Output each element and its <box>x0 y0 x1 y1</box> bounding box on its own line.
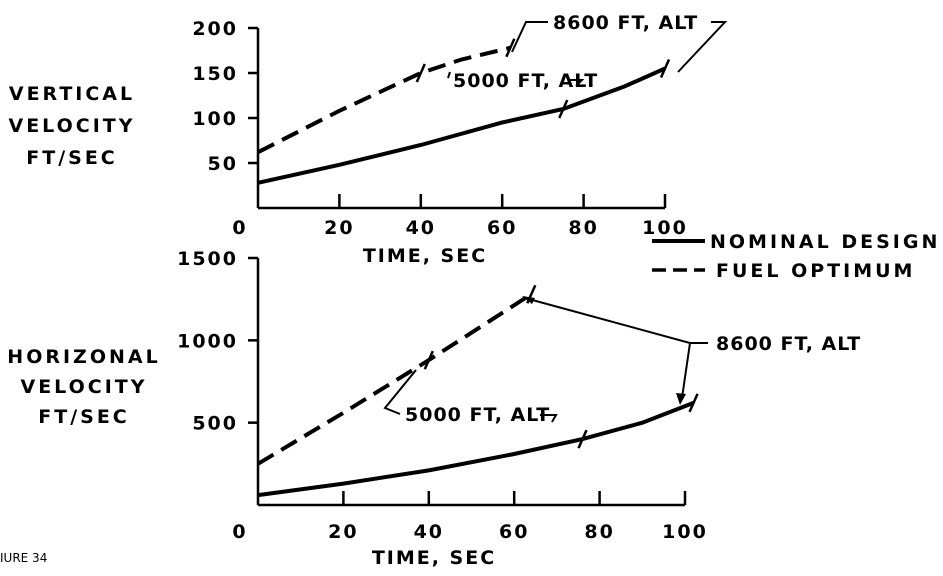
y-axis-label-line-2: VELOCITY <box>21 376 148 398</box>
x-tick-label: 40 <box>406 217 436 239</box>
y-tick-label: 500 <box>192 413 238 435</box>
annotation-8600-leader-a <box>511 21 548 53</box>
altitude-marker <box>558 99 569 119</box>
altitude-marker <box>505 38 516 58</box>
x-tick-label: 20 <box>324 217 354 239</box>
x-tick-label: 0 <box>232 521 247 543</box>
altitude-marker <box>526 284 537 304</box>
annotation-5000-leader-a <box>383 369 417 415</box>
series-line-nominal-design <box>257 401 695 498</box>
annotation-8600-ft-alt: 8600 FT, ALT <box>716 333 861 355</box>
legend-label-fuel: FUEL OPTIMUM <box>716 260 915 282</box>
annotation-5000-leader-a <box>447 71 451 79</box>
arrowhead-lower <box>676 393 686 405</box>
annotation-5000-ft-alt: 5000 FT, ALT <box>453 70 598 92</box>
y-tick-label: 100 <box>192 108 238 130</box>
x-tick-label: 100 <box>662 521 708 543</box>
altitude-marker <box>688 393 699 413</box>
y-axis-label-line-2: VELOCITY <box>9 115 136 137</box>
vertical-velocity-chart: VERTICAL VELOCITY FT/SEC TIME, SEC 8600 … <box>9 12 728 267</box>
legend: NOMINAL DESIGN FUEL OPTIMUM <box>652 231 940 282</box>
y-tick-label: 1000 <box>177 330 238 352</box>
altitude-marker <box>659 58 671 79</box>
legend-label-nominal: NOMINAL DESIGN <box>710 231 940 253</box>
y-axis-label-line-1: VERTICAL <box>9 83 135 105</box>
altitude-marker <box>423 350 434 370</box>
annotation-8600-ft-alt: 8600 FT, ALT <box>553 12 698 34</box>
altitude-marker <box>577 429 588 449</box>
y-tick-label: 150 <box>192 63 238 85</box>
figure-label: IURE 34 <box>0 551 47 565</box>
y-axis-label-line-3: FT/SEC <box>38 406 130 428</box>
series-line-fuel-optimum <box>257 45 511 154</box>
y-axis-label-line-3: FT/SEC <box>26 147 118 169</box>
series-line-nominal-design <box>257 66 666 185</box>
altitude-marker <box>415 63 426 83</box>
x-tick-label: 80 <box>568 217 598 239</box>
y-tick-label: 200 <box>192 18 238 40</box>
x-tick-label: 60 <box>487 217 517 239</box>
series-line-fuel-optimum <box>256 292 533 466</box>
x-tick-label: 20 <box>328 521 358 543</box>
y-tick-label: 50 <box>208 153 238 175</box>
annotation-5000-leader-b <box>540 414 558 423</box>
x-axis-label: TIME, SEC <box>372 547 496 569</box>
horizontal-velocity-chart: HORIZONAL VELOCITY FT/SEC TIME, SEC 8600… <box>7 248 861 569</box>
annotation-5000-ft-alt: 5000 FT, ALT <box>405 404 550 426</box>
annotation-8600-leader <box>524 297 692 399</box>
x-tick-label: 40 <box>414 521 444 543</box>
annotation-5000-leader-b <box>568 79 585 87</box>
annotation-8600-leader-b <box>677 21 728 73</box>
x-tick-label: 0 <box>232 217 247 239</box>
y-tick-label: 1500 <box>177 248 238 270</box>
x-tick-label: 60 <box>499 521 529 543</box>
x-tick-label: 80 <box>584 521 614 543</box>
x-axis-label: TIME, SEC <box>363 245 487 267</box>
y-axis-label-line-1: HORIZONAL <box>7 346 160 368</box>
x-tick-label: 100 <box>642 217 688 239</box>
